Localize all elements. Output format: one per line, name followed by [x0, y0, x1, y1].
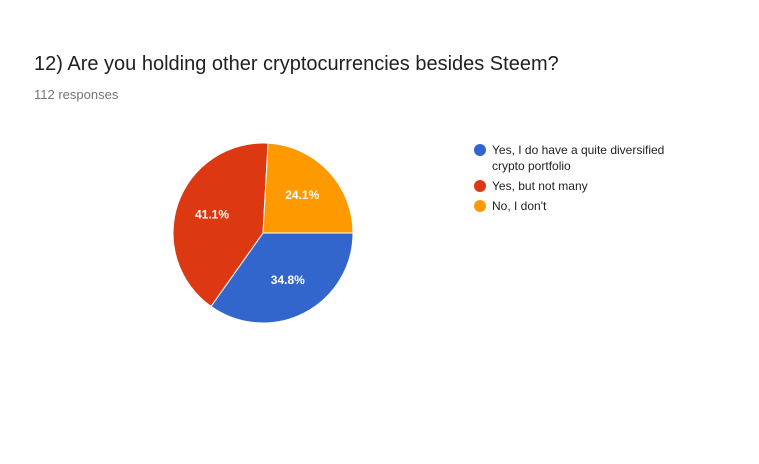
legend-swatch: [474, 200, 486, 212]
pie-slice: [262, 142, 354, 234]
subtitle: 112 responses: [34, 87, 119, 102]
legend-item: No, I don't: [474, 198, 684, 214]
pie-slice: [210, 232, 354, 324]
data-label: 41.1%: [195, 207, 229, 221]
legend-item: Yes, I do have a quite diversified crypt…: [474, 142, 684, 174]
legend-item: Yes, but not many: [474, 178, 684, 194]
legend-swatch: [474, 180, 486, 192]
data-label: 34.8%: [271, 273, 305, 287]
chart-title: 12) Are you holding other cryptocurrenci…: [34, 53, 559, 75]
legend-swatch: [474, 144, 486, 156]
legend-label: Yes, but not many: [492, 179, 588, 193]
legend-label: Yes, I do have a quite diversified crypt…: [492, 143, 665, 173]
legend-label: No, I don't: [492, 199, 547, 213]
pie-slice: [172, 142, 269, 308]
legend: Yes, I do have a quite diversified crypt…: [474, 142, 684, 218]
data-label: 24.1%: [285, 188, 319, 202]
